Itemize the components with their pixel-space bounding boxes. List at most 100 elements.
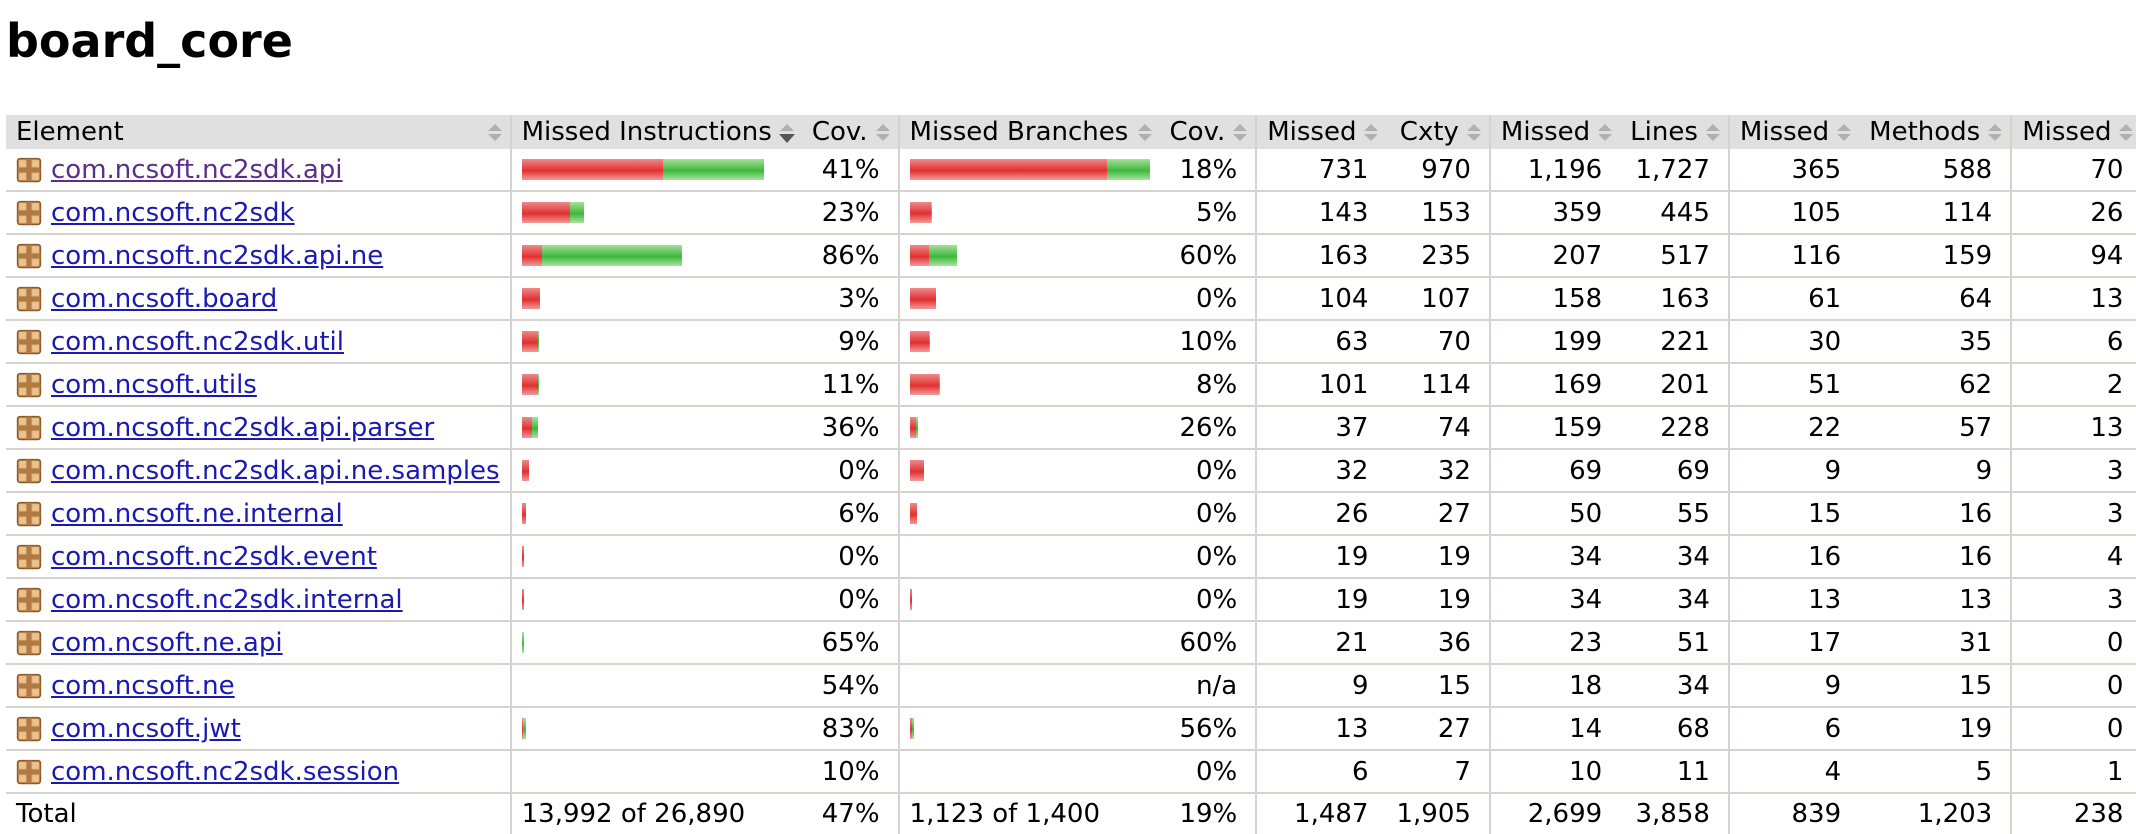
instructions-missed-bar [521,288,540,309]
methods: 19 [1859,707,2012,751]
header-methods[interactable]: Methods [1859,115,2012,149]
package-link[interactable]: com.ncsoft.utils [51,369,257,400]
missed-lines: 50 [1488,492,1621,536]
branches-cov: 0% [1159,578,1257,622]
methods: 588 [1859,148,2012,192]
package-link[interactable]: com.ncsoft.nc2sdk.api.parser [51,412,435,443]
header-element[interactable]: Element [6,115,511,149]
missed-methods: 365 [1727,148,1860,192]
branches-missed-bar [909,460,924,481]
package-icon [16,286,42,311]
instructions-missed-bar [521,245,542,266]
missed-methods: 22 [1727,406,1860,450]
instructions-covered-bar [537,331,539,352]
package-link[interactable]: com.ncsoft.jwt [51,713,241,744]
header-cxty[interactable]: Cxty [1386,115,1490,149]
sort-icon [1988,124,2003,142]
missed-branches-bar-cell [897,664,1160,708]
package-link[interactable]: com.ncsoft.nc2sdk.session [51,756,400,787]
missed-cxty: 104 [1255,277,1387,321]
header-label: Missed [1739,116,1830,147]
missed-classes: 70 [2010,148,2136,192]
header-missed-cxty[interactable]: Missed [1255,115,1387,149]
branches-bar [910,546,1150,567]
header-lines[interactable]: Lines [1620,115,1729,149]
sort-icon [1137,124,1152,142]
branches-cov: 18% [1159,148,1257,192]
header-missed-classes[interactable]: Missed [2010,115,2136,149]
sort-icon [1837,124,1852,142]
package-link[interactable]: com.ncsoft.ne [51,670,235,701]
missed-lines: 199 [1488,320,1621,364]
missed-methods: 6 [1727,707,1860,751]
package-link[interactable]: com.ncsoft.ne.api [51,627,283,658]
total-label: Total [16,799,77,829]
header-instructions-cov[interactable]: Cov. [801,115,899,149]
branches-cov: 26% [1159,406,1257,450]
missed-instructions-bar-cell [509,664,802,708]
instructions-missed-bar [521,159,663,180]
table-row: com.ncsoft.nc2sdk.util 9% 10% 63 70 199 … [6,320,2136,364]
missed-branches-bar-cell [897,535,1160,579]
missed-branches-bar-cell [897,750,1160,794]
header-branches-cov[interactable]: Cov. [1159,115,1257,149]
package-link[interactable]: com.ncsoft.nc2sdk.api.ne [51,240,384,271]
missed-lines: 159 [1488,406,1621,450]
element-cell: com.ncsoft.nc2sdk.util [6,320,511,364]
package-link[interactable]: com.ncsoft.ne.internal [51,498,343,529]
cxty: 36 [1386,621,1490,665]
instructions-covered-bar [522,718,526,739]
package-link[interactable]: com.ncsoft.nc2sdk.internal [51,584,403,615]
package-icon [16,544,42,569]
total-missed-cxty: 1,487 [1255,793,1387,834]
header-missed-lines[interactable]: Missed [1488,115,1621,149]
methods: 57 [1859,406,2012,450]
missed-branches-bar-cell [897,148,1160,192]
missed-lines: 158 [1488,277,1621,321]
branches-covered-bar [911,718,914,739]
branches-cov: 10% [1159,320,1257,364]
element-cell: com.ncsoft.nc2sdk.api.parser [6,406,511,450]
package-link[interactable]: com.ncsoft.nc2sdk.api.ne.samples [51,455,500,486]
missed-lines: 34 [1488,578,1621,622]
branches-cov: 0% [1159,277,1257,321]
missed-instructions-bar-cell [509,492,802,536]
header-label: Missed Instructions [521,116,772,147]
package-link[interactable]: com.ncsoft.nc2sdk.util [51,326,344,357]
lines: 51 [1620,621,1729,665]
lines: 221 [1620,320,1729,364]
instructions-bar [521,589,792,610]
element-cell: com.ncsoft.jwt [6,707,511,751]
branches-bar [909,718,1150,739]
missed-lines: 207 [1488,234,1621,278]
methods: 35 [1859,320,2012,364]
missed-lines: 23 [1488,621,1621,665]
missed-methods: 30 [1727,320,1860,364]
header-label: Cov. [811,116,868,147]
branches-covered-bar [930,202,932,223]
package-link[interactable]: com.ncsoft.nc2sdk [51,197,295,228]
instructions-covered-bar [662,159,764,180]
package-link[interactable]: com.ncsoft.nc2sdk.event [51,541,377,572]
missed-classes: 94 [2010,234,2136,278]
package-link[interactable]: com.ncsoft.board [51,283,278,314]
header-missed-instructions[interactable]: Missed Instructions [509,115,802,149]
missed-instructions-bar-cell [509,191,802,235]
header-missed-branches[interactable]: Missed Branches [897,115,1160,149]
cxty: 235 [1386,234,1490,278]
lines: 445 [1620,191,1729,235]
package-icon [16,458,42,483]
sort-icon [1233,124,1248,142]
total-branches-cov: 19% [1179,799,1238,829]
missed-cxty: 26 [1255,492,1387,536]
package-icon [16,759,42,784]
total-instructions-cov: 47% [821,799,880,829]
missed-lines: 359 [1488,191,1621,235]
methods: 16 [1859,492,2012,536]
branches-covered-bar [915,417,918,438]
instructions-covered-bar [531,417,538,438]
package-link[interactable]: com.ncsoft.nc2sdk.api [51,154,343,185]
table-row: com.ncsoft.nc2sdk.session 10% 0% 6 7 10 … [6,750,2136,794]
header-missed-methods[interactable]: Missed [1727,115,1860,149]
instructions-cov: 41% [801,148,899,192]
